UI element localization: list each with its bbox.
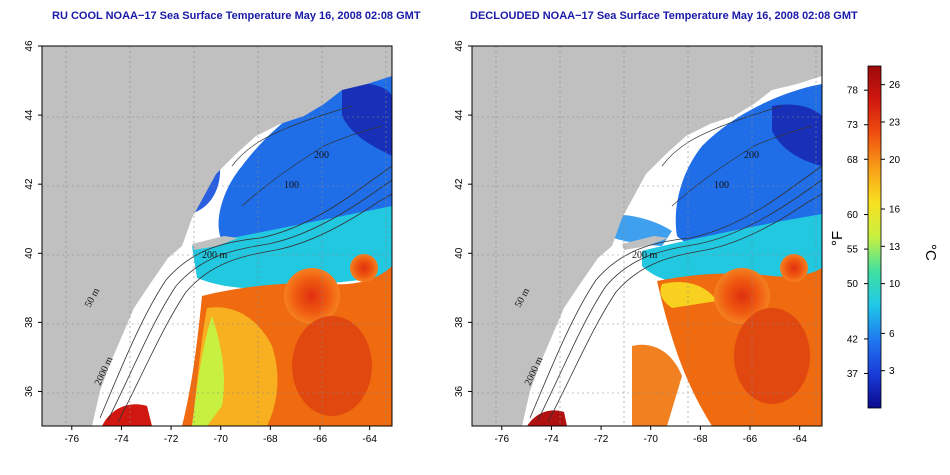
left-contour-label-200m: 200 m [202,250,228,261]
left-map-panel: 50 m 200 m 100 200 2000 m -76 -74 -72 -70 -6… [24,40,393,445]
right-map-panel: 50 m 200 m 100 200 2000 m -76 -74 -72 -70 -6… [454,40,823,445]
right-lon-ticks: -76 -74 -72 -70 -68 -66 -64 [495,426,807,445]
left-lat-tick-label: 38 [24,316,35,328]
right-lon-tick-label: -66 [743,434,758,445]
right-lon-tick-label: -68 [693,434,708,445]
right-lat-tick-label: 46 [454,40,465,52]
left-lon-tick-label: -72 [164,434,179,445]
colorbar-f-tick-label: 68 [847,155,859,166]
right-lat-tick-label: 44 [454,109,465,121]
right-lat-ticks: 36 38 40 42 44 46 [454,40,472,397]
right-lat-tick-label: 38 [454,316,465,328]
left-contour-label-200: 200 [314,150,329,161]
colorbar-f-tick-label: 50 [847,279,859,290]
colorbar-f-tick-label: 42 [847,334,859,345]
left-contour-label-100: 100 [284,180,299,191]
left-lat-tick-label: 42 [24,178,35,190]
left-lon-tick-label: -70 [213,434,228,445]
colorbar-c-tick-label: 13 [889,242,901,253]
right-lat-tick-label: 42 [454,178,465,190]
colorbar-f-tick-label: 37 [847,369,859,380]
colorbar-gradient [867,65,882,409]
left-lon-tick-label: -76 [65,434,80,445]
right-lat-tick-label: 40 [454,247,465,259]
right-map-title: DECLOUDED NOAA−17 Sea Surface Temperatur… [470,10,858,22]
colorbar-f-tick-label: 60 [847,210,859,221]
colorbar: 78 73 68 60 55 50 42 37 26 23 20 16 13 10 6 3 °F °C [829,65,939,409]
left-lat-tick-label: 44 [24,109,35,121]
colorbar-c-tick-label: 6 [889,329,895,340]
colorbar-c-tick-label: 10 [889,279,901,290]
right-lon-tick-label: -76 [495,434,510,445]
colorbar-c-tick-label: 26 [889,80,901,91]
right-lat-tick-label: 36 [454,385,465,397]
left-lat-ticks: 36 38 40 42 44 46 [24,40,42,397]
right-lon-tick-label: -64 [792,434,807,445]
right-lon-tick-label: -72 [594,434,609,445]
colorbar-unit-celsius: °C [922,244,939,261]
colorbar-f-tick-label: 73 [847,120,859,131]
left-map-frame [41,45,393,427]
right-warm-core-ring [714,268,770,324]
left-lat-tick-label: 40 [24,247,35,259]
left-map-title: RU COOL NOAA−17 Sea Surface Temperature … [52,10,421,22]
left-lon-ticks: -76 -74 -72 -70 -68 -66 -64 [65,426,377,445]
left-lon-tick-label: -66 [313,434,328,445]
colorbar-celsius-ticks: 26 23 20 16 13 10 6 3 [881,80,901,377]
left-lon-tick-label: -68 [263,434,278,445]
left-slope-water [192,206,392,289]
colorbar-c-tick-label: 16 [889,205,901,216]
right-map-frame [471,45,823,427]
colorbar-f-tick-label: 78 [847,86,859,97]
right-slope-water [642,214,822,286]
right-contour-label-200m: 200 m [632,250,658,261]
left-lon-tick-label: -74 [114,434,129,445]
right-contour-label-200: 200 [744,150,759,161]
left-warm-core-ring [284,268,340,324]
left-lat-tick-label: 46 [24,40,35,52]
colorbar-c-tick-label: 3 [889,366,895,377]
left-grid [42,46,392,426]
left-lat-tick-label: 36 [24,385,35,397]
colorbar-c-tick-label: 23 [889,117,901,128]
colorbar-fahrenheit-ticks: 78 73 68 60 55 50 42 37 [847,86,868,380]
colorbar-f-tick-label: 55 [847,245,859,256]
right-lon-tick-label: -70 [643,434,658,445]
colorbar-c-tick-label: 20 [889,155,901,166]
right-grid [472,46,822,426]
right-lon-tick-label: -74 [544,434,559,445]
right-contour-label-100: 100 [714,180,729,191]
colorbar-unit-fahrenheit: °F [829,231,846,246]
left-lon-tick-label: -64 [362,434,377,445]
